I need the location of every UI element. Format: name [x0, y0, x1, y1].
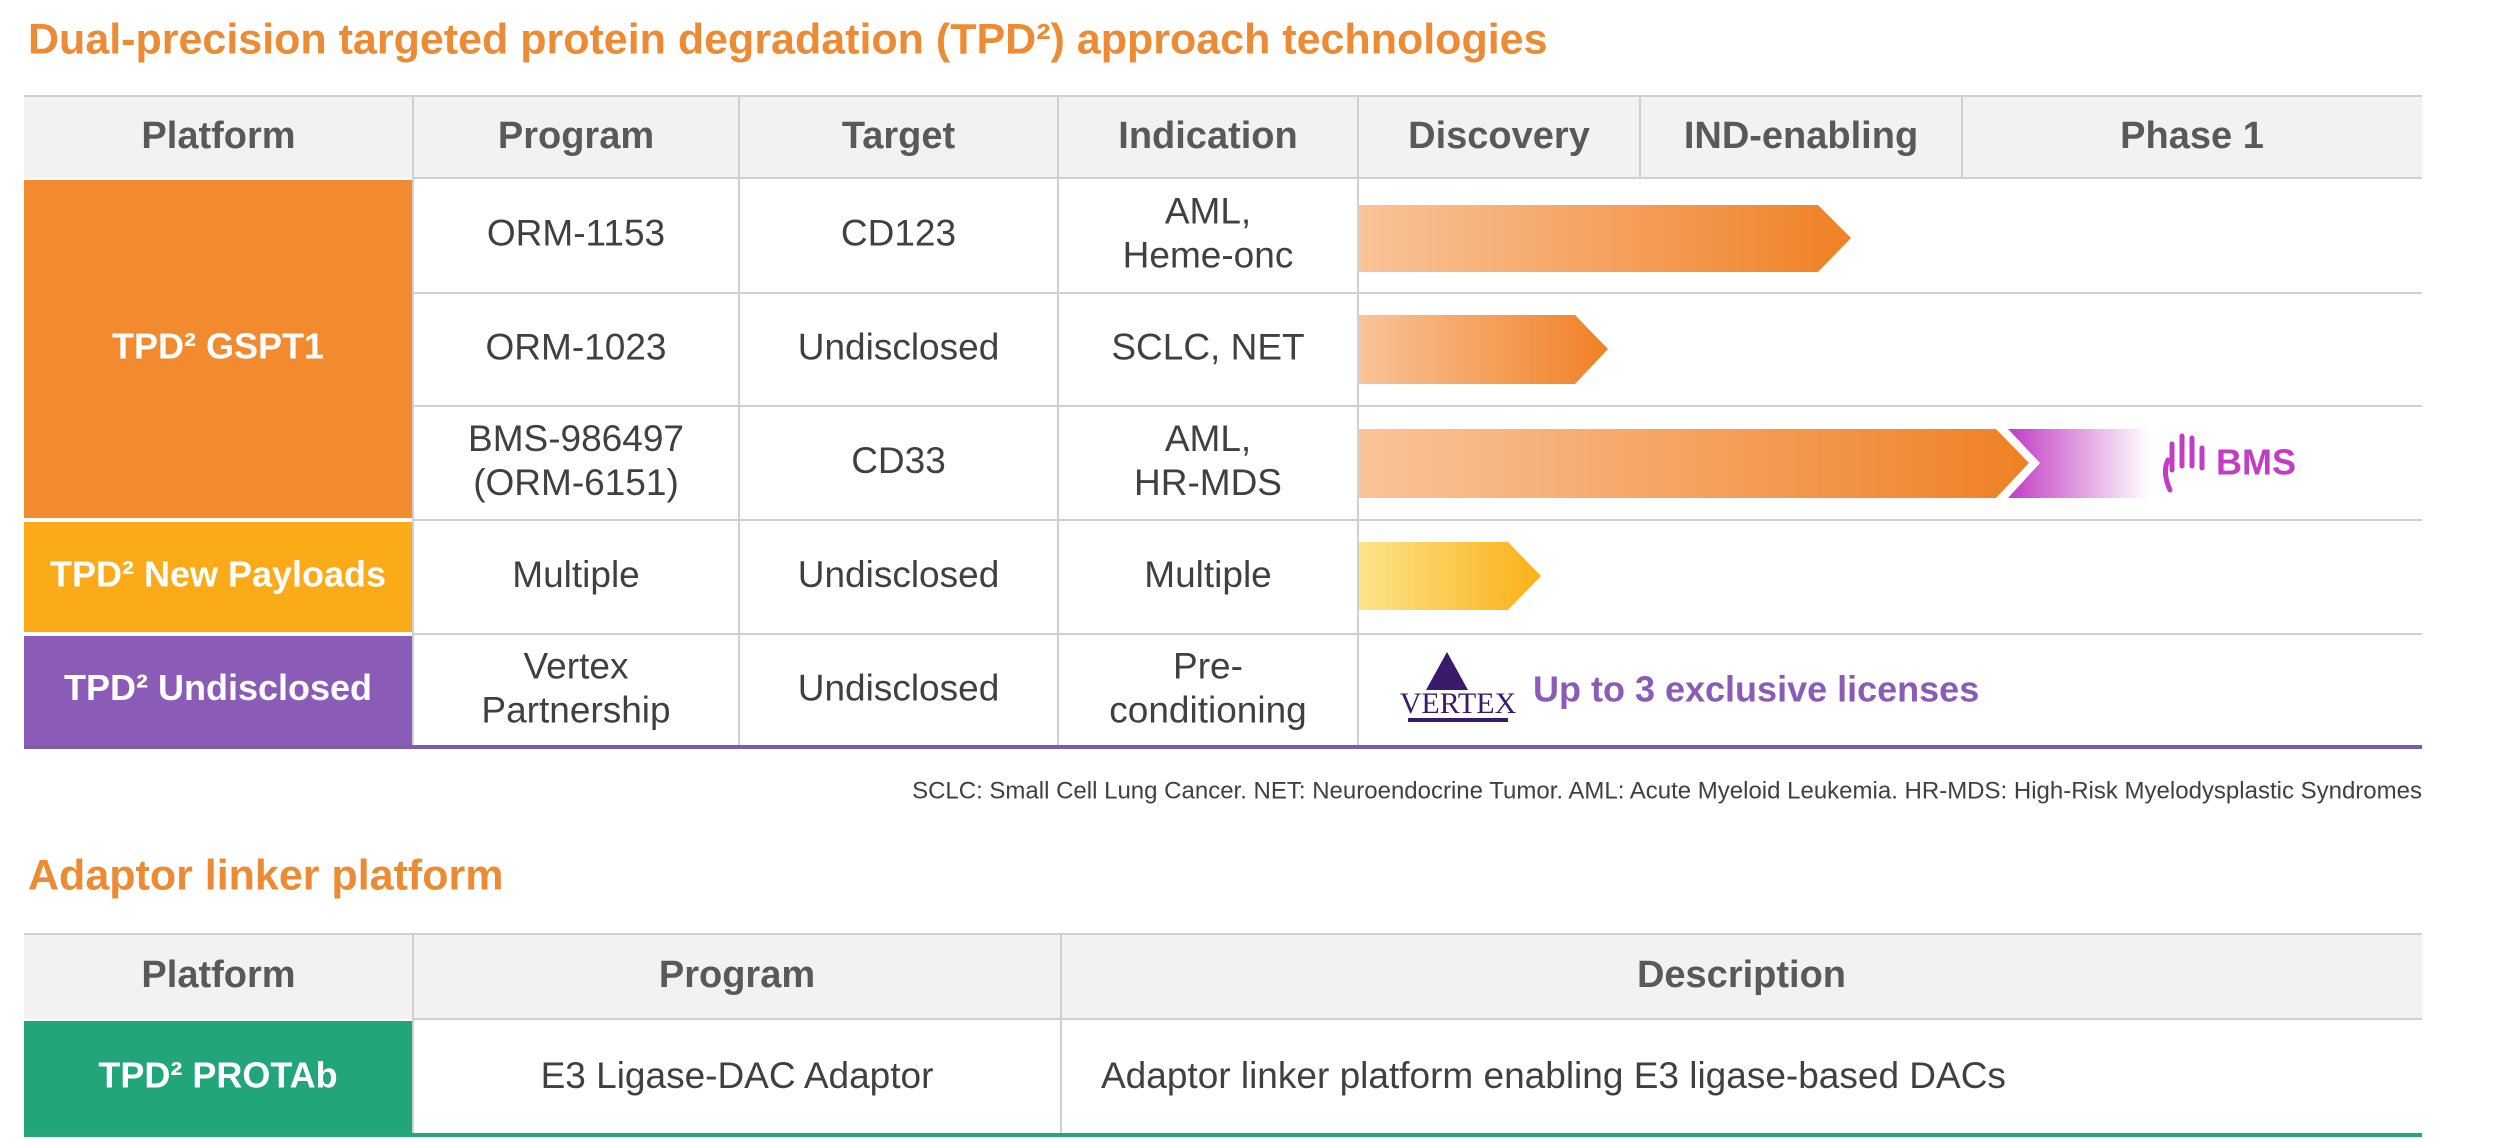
- text: AML,: [1165, 190, 1251, 231]
- text: Up to 3 exclusive licenses: [1533, 669, 1979, 710]
- text: IND-enabling: [1684, 115, 1918, 157]
- text: CD123: [841, 212, 956, 253]
- hand-icon: [2162, 433, 2205, 493]
- text: VERTEX: [1400, 687, 1517, 720]
- text: Vertex: [524, 645, 629, 686]
- text: Multiple: [1144, 554, 1272, 595]
- header-row: [24, 934, 2422, 1019]
- platform-cell: [24, 636, 412, 745]
- text: CD33: [851, 440, 946, 481]
- text: AML,: [1165, 418, 1251, 459]
- progress-bar: [1358, 205, 1851, 272]
- text: Discovery: [1408, 115, 1590, 157]
- vertex-logo: [1426, 652, 1468, 690]
- text: Phase 1: [2120, 115, 2264, 157]
- text: Undisclosed: [798, 667, 1000, 708]
- platform-cell: [24, 1021, 412, 1134]
- text: Multiple: [512, 554, 640, 595]
- progress-bar: [1358, 315, 1608, 384]
- text: SCLC: Small Cell Lung Cancer. NET: Neuro…: [912, 777, 2422, 804]
- text: Platform: [141, 115, 295, 157]
- text: Program: [659, 954, 815, 996]
- progress-bar: [1358, 429, 2029, 498]
- content: [1358, 205, 2205, 722]
- text: Program: [498, 115, 654, 157]
- text: Adaptor linker platform: [28, 851, 503, 899]
- text: Undisclosed: [798, 554, 1000, 595]
- text: Dual-precision targeted protein degradat…: [28, 15, 1548, 63]
- text: BMS-986497: [468, 418, 684, 459]
- text: ORM-1023: [486, 326, 667, 367]
- text: Heme-onc: [1123, 234, 1294, 275]
- text: TPD² New Payloads: [50, 554, 386, 595]
- text: Partnership: [481, 689, 670, 730]
- progress-bar: [1358, 542, 1541, 610]
- vertex-logo: [1408, 718, 1508, 722]
- header-row: [24, 96, 2422, 178]
- text: HR-MDS: [1134, 462, 1282, 503]
- platform-cell: [24, 522, 412, 632]
- text: ORM-1153: [487, 212, 665, 253]
- text: Description: [1637, 954, 1846, 996]
- text: Platform: [141, 954, 295, 996]
- text: TPD² PROTAb: [98, 1055, 337, 1096]
- text: TPD² Undisclosed: [64, 667, 372, 708]
- text: Pre-: [1173, 645, 1243, 686]
- text: E3 Ligase-DAC Adaptor: [541, 1055, 934, 1096]
- text: TPD² GSPT1: [112, 326, 324, 367]
- text: Target: [842, 115, 956, 157]
- text: Undisclosed: [798, 326, 1000, 367]
- text: Adaptor linker platform enabling E3 liga…: [1101, 1055, 2006, 1096]
- text: conditioning: [1109, 689, 1306, 730]
- text: Indication: [1118, 115, 1297, 157]
- platform-cell: [24, 180, 412, 518]
- text: SCLC, NET: [1111, 326, 1304, 367]
- text: (ORM-6151): [473, 462, 679, 503]
- text: BMS: [2216, 442, 2296, 483]
- progress-bar: [2008, 429, 2150, 498]
